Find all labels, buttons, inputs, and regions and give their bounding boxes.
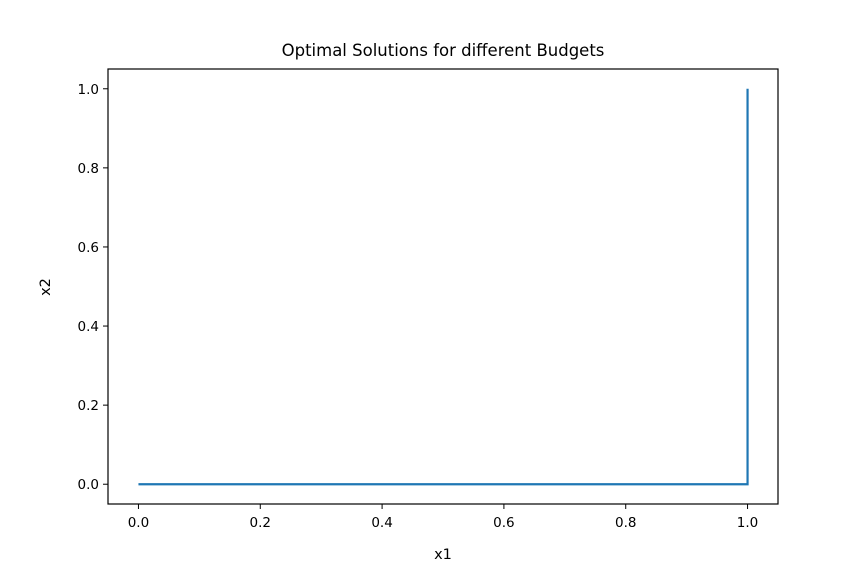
y-axis-ticks: 0.0 0.2 0.4 0.6 0.8 1.0 bbox=[78, 82, 108, 493]
x-tick-label: 0.4 bbox=[371, 515, 392, 531]
chart-title: Optimal Solutions for different Budgets bbox=[282, 41, 605, 60]
plot-area bbox=[138, 88, 749, 486]
y-tick-label: 0.4 bbox=[78, 319, 99, 335]
y-tick-label: 1.0 bbox=[78, 82, 99, 98]
x-tick-label: 1.0 bbox=[737, 515, 758, 531]
x-axis-label: x1 bbox=[434, 547, 452, 563]
x-tick-label: 0.0 bbox=[128, 515, 149, 531]
axes-frame bbox=[107, 68, 779, 505]
x-tick-label: 0.6 bbox=[493, 515, 514, 531]
y-tick-label: 0.6 bbox=[78, 240, 99, 256]
x-axis-ticks: 0.0 0.2 0.4 0.6 0.8 1.0 bbox=[128, 504, 758, 531]
y-tick-label: 0.8 bbox=[78, 161, 99, 177]
x-tick-label: 0.2 bbox=[250, 515, 271, 531]
x-tick-label: 0.8 bbox=[615, 515, 636, 531]
y-tick-label: 0.2 bbox=[78, 398, 99, 414]
series-line-1 bbox=[138, 88, 749, 486]
y-axis-label: x2 bbox=[38, 278, 54, 296]
y-tick-label: 0.0 bbox=[78, 477, 99, 493]
